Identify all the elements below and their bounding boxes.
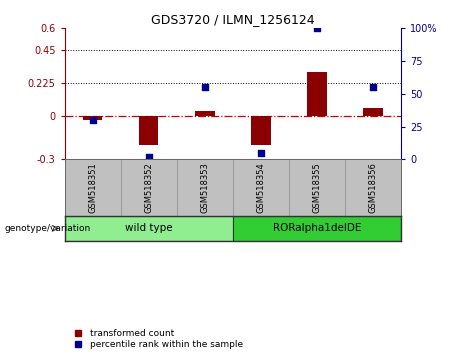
Legend: transformed count, percentile rank within the sample: transformed count, percentile rank withi… (69, 329, 243, 349)
Text: wild type: wild type (125, 223, 172, 233)
Point (257, 150, 265, 155)
Text: GSM518355: GSM518355 (313, 162, 321, 213)
Text: GSM518351: GSM518351 (88, 162, 97, 213)
Bar (363, 108, 383, 116)
Point (369, 84, 377, 90)
Point (313, 25, 321, 31)
Bar (83, 116, 102, 120)
Point (89, 117, 96, 123)
Text: GSM518356: GSM518356 (368, 162, 378, 213)
Bar (251, 116, 271, 145)
Text: genotype/variation: genotype/variation (5, 224, 91, 233)
Text: RORalpha1delDE: RORalpha1delDE (273, 223, 361, 233)
Title: GDS3720 / ILMN_1256124: GDS3720 / ILMN_1256124 (151, 13, 314, 26)
Point (201, 84, 208, 90)
Bar (233, 216, 401, 241)
Bar (139, 116, 159, 145)
Bar (195, 111, 214, 116)
Bar (307, 72, 327, 116)
Text: GSM518352: GSM518352 (144, 162, 153, 213)
Text: GSM518354: GSM518354 (256, 162, 266, 213)
Bar (65, 216, 233, 241)
Text: GSM518353: GSM518353 (200, 162, 209, 213)
Point (145, 154, 152, 160)
